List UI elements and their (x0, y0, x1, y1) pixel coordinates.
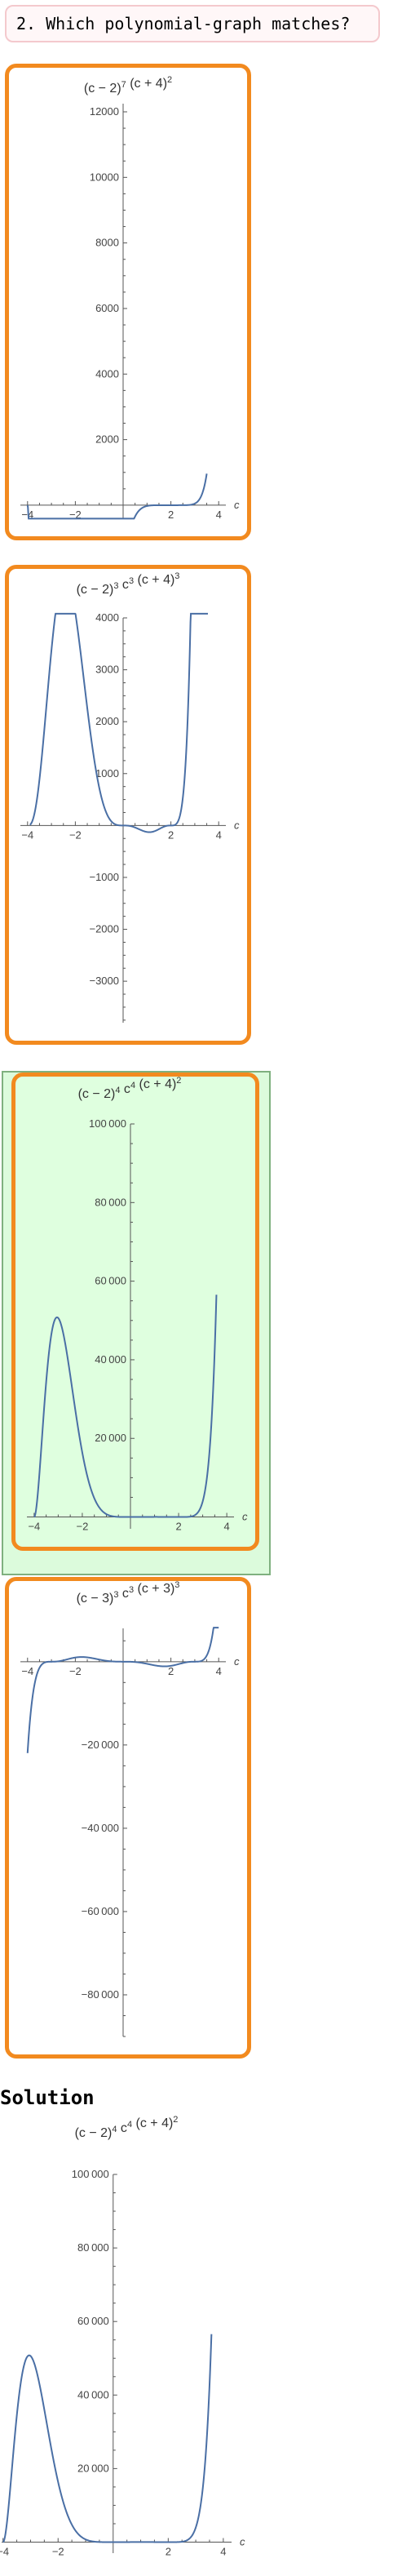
y-tick-label: −40 000 (82, 1822, 119, 1834)
x-tick-label: 4 (220, 2545, 226, 2557)
x-tick-label: 4 (224, 1521, 230, 1533)
y-tick-label: 80 000 (77, 2241, 109, 2254)
x-tick-label: 2 (168, 1665, 174, 1677)
y-tick-label: 8000 (95, 237, 119, 249)
x-tick-label: −4 (28, 1521, 40, 1533)
option-card-d[interactable]: (c − 3)3 c3 (c + 3)3 −4 −2 2 4 c −80 000 −60 00… (5, 1577, 251, 2059)
question-text: 2. Which polynomial-graph matches? (16, 14, 351, 33)
x-tick-label: 4 (216, 1665, 222, 1677)
y-tick-label: 20 000 (95, 1432, 126, 1444)
x-tick-label: −2 (77, 1521, 89, 1533)
solution-heading: Solution (0, 2086, 95, 2109)
option-card-a[interactable]: (c − 2)7 (c + 4)2 −4 −2 2 4 c 2000 4000 6000 8000… (5, 64, 251, 540)
y-tick-label: 40 000 (95, 1353, 126, 1366)
x-tick-label: −2 (52, 2545, 64, 2557)
x-tick-label: −2 (69, 828, 82, 841)
x-tick-label: −2 (69, 509, 82, 521)
y-tick-label: −3000 (89, 975, 119, 987)
x-tick-label: −4 (0, 2545, 9, 2557)
x-axis-label: c (242, 1511, 248, 1523)
y-tick-label: 60 000 (95, 1275, 126, 1287)
y-tick-label: 1000 (95, 767, 119, 779)
y-tick-label: 12000 (90, 105, 119, 118)
y-tick-label: 6000 (95, 302, 119, 314)
y-tick-label: 4000 (95, 367, 119, 380)
y-tick-label: −1000 (89, 871, 119, 883)
x-tick-label: −2 (69, 1665, 82, 1677)
y-tick-label: −60 000 (82, 1905, 119, 1917)
option-chart-c: (c − 2)4 c4 (c + 4)2 −4 −2 2 4c 20 000 40 000 6… (27, 1077, 248, 1533)
chart-title: (c − 2)7 (c + 4)2 (84, 75, 172, 95)
y-tick-label: 100 000 (89, 1117, 126, 1130)
x-tick-label: 2 (175, 1521, 181, 1533)
y-tick-label: −20 000 (82, 1739, 119, 1751)
y-tick-label: 100 000 (72, 2168, 109, 2180)
x-tick-label: 4 (216, 509, 222, 521)
x-axis-label: c (234, 499, 240, 511)
x-tick-label: 2 (168, 828, 174, 841)
option-chart-b: (c − 2)3 c3 (c + 4)3 −4 −2 2 4c −3000 −2000 −10… (20, 571, 240, 1023)
x-tick-label: −4 (21, 1665, 33, 1677)
x-tick-label: −4 (21, 828, 33, 841)
x-axis-label: c (234, 819, 240, 831)
y-tick-label: 10000 (90, 171, 119, 183)
solution-chart: (c − 2)4 c4 (c + 4)2 −4 −2 2 4 c 20 000 40 000 6… (0, 2115, 245, 2557)
y-tick-label: 80 000 (95, 1196, 126, 1208)
chart-title: (c − 3)3 c3 (c + 3)3 (77, 1581, 180, 1606)
chart-title: (c − 2)3 c3 (c + 4)3 (77, 571, 180, 597)
series-line (29, 612, 209, 833)
x-tick-label: 4 (216, 828, 222, 841)
y-tick-label: 60 000 (77, 2315, 109, 2327)
x-axis-label: c (240, 2535, 245, 2547)
y-tick-label: 2000 (95, 433, 119, 446)
y-tick-label: −2000 (89, 923, 119, 935)
chart-title: (c − 2)4 c4 (c + 4)2 (78, 1077, 182, 1101)
option-chart-a: (c − 2)7 (c + 4)2−4 −2 2 4c2000400060008000… (20, 75, 240, 521)
option-card-b[interactable]: (c − 2)3 c3 (c + 4)3 −4 −2 2 4 c −3000 −2000 −10… (5, 565, 251, 1045)
y-tick-label: 2000 (95, 715, 119, 727)
option-card-c[interactable]: (c − 2)4 c4 (c + 4)2 −4 −2 2 4 c 20 000 40 000 6… (11, 1073, 259, 1551)
series-line (2, 2334, 213, 2543)
y-tick-label: 20 000 (77, 2462, 109, 2474)
chart-title: (c − 2)4 c4 (c + 4)2 (75, 2115, 179, 2140)
series-line (33, 1295, 218, 1518)
series-line (26, 473, 208, 520)
question-prompt: 2. Which polynomial-graph matches? (5, 5, 380, 42)
y-tick-label: −80 000 (82, 1988, 119, 2001)
option-chart-d: (c − 3)3 c3 (c + 3)3 −4 −2 2 4c −80 000 −60 00… (20, 1581, 240, 2037)
x-axis-label: c (234, 1655, 240, 1668)
y-tick-label: 4000 (95, 611, 119, 624)
x-tick-label: 2 (168, 509, 174, 521)
y-tick-label: 40 000 (77, 2388, 109, 2401)
x-tick-label: 2 (166, 2545, 171, 2557)
y-tick-label: 3000 (95, 664, 119, 676)
series-line (26, 1627, 219, 1753)
